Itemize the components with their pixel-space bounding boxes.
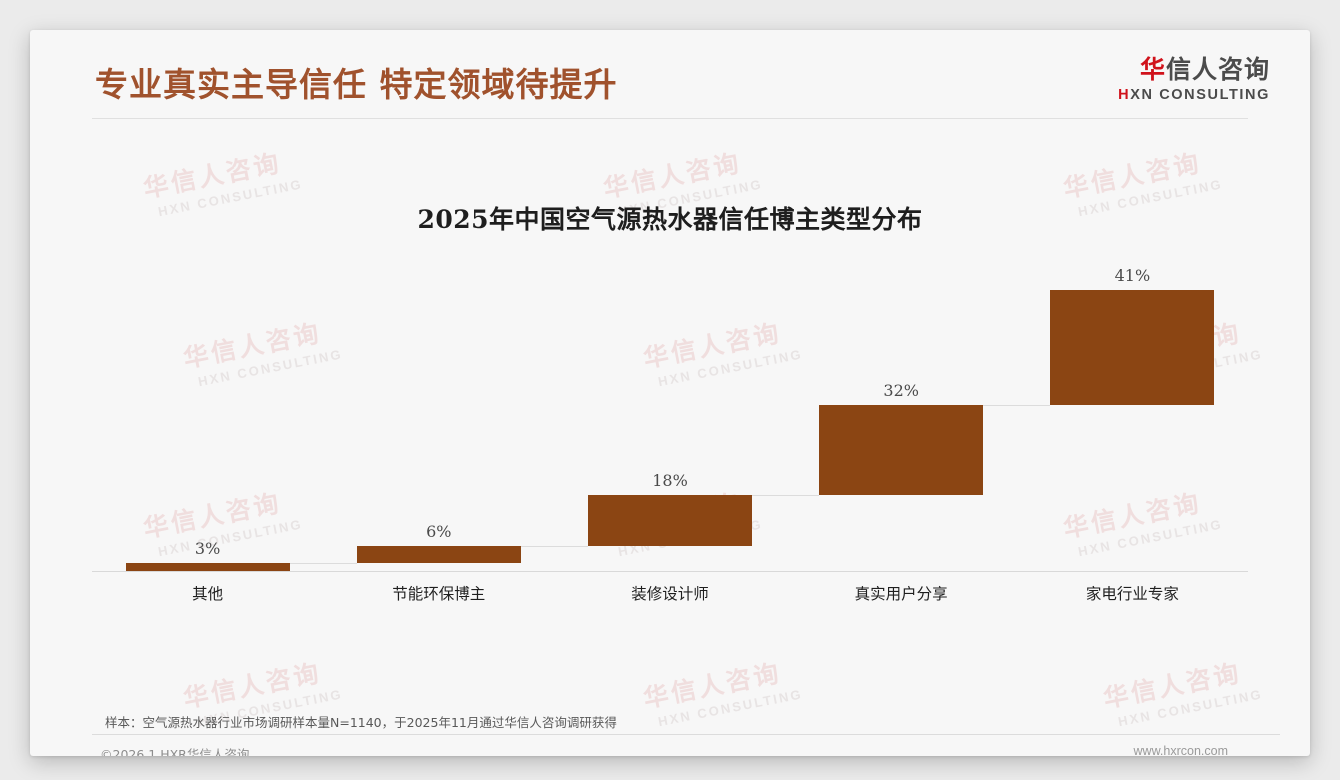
footer-divider (92, 734, 1280, 735)
waterfall-connector (983, 405, 1051, 407)
chart-bar[interactable] (356, 545, 521, 563)
logo-cn-rest: 信人咨询 (1165, 55, 1270, 84)
chart-bar[interactable] (125, 562, 290, 571)
waterfall-connector (752, 495, 820, 497)
slide-header: 专业真实主导信任 特定领域待提升 华信人咨询 HXN CONSULTING (30, 30, 1310, 122)
company-logo: 华信人咨询 HXN CONSULTING (1118, 56, 1270, 104)
watermark-chinese: 华信人咨询 (600, 148, 744, 204)
watermark-english: HXN CONSULTING (1116, 686, 1264, 730)
waterfall-connector (289, 562, 357, 564)
logo-english: HXN CONSULTING (1118, 87, 1270, 104)
watermark-chinese: 华信人咨询 (640, 658, 784, 714)
logo-cn-accent: 华 (1139, 55, 1166, 84)
bar-value-label: 18% (652, 471, 688, 491)
x-axis-label: 真实用户分享 (854, 585, 948, 603)
chart-bar[interactable] (588, 495, 752, 546)
waterfall-connector (520, 545, 588, 547)
x-axis-line (92, 571, 1248, 572)
chart-title: 2025年中国空气源热水器信任博主类型分布 (417, 205, 923, 234)
x-axis-label: 家电行业专家 (1085, 585, 1179, 603)
logo-en-accent: H (1118, 86, 1131, 103)
x-axis-label: 节能环保博主 (392, 585, 486, 603)
slide: 华信人咨询 HXN CONSULTING 华信人咨询 HXN CONSULTING 华信… (30, 30, 1310, 756)
page-title: 专业真实主导信任 特定领域待提升 (95, 65, 618, 104)
bar-value-label: 41% (1114, 266, 1151, 285)
header-divider (92, 118, 1248, 119)
watermark-english: HXN CONSULTING (656, 686, 804, 730)
logo-chinese: 华信人咨询 (1118, 56, 1270, 84)
bar-value-label: 3% (194, 538, 221, 558)
source-footnote: 样本：空气源热水器行业市场调研样本量N=1140，于2025年11月通过华信人咨… (105, 715, 617, 730)
watermark-chinese: 华信人咨询 (180, 658, 324, 714)
chart-bar[interactable] (1050, 290, 1215, 406)
bar-value-label: 6% (426, 521, 452, 541)
watermark-chinese: 华信人咨询 (1060, 148, 1204, 204)
bar-value-label: 32% (883, 381, 919, 401)
website-url: www.hxrcon.com (1133, 744, 1228, 756)
logo-en-rest: XN CONSULTING (1130, 86, 1270, 103)
x-axis-label: 其他 (192, 585, 224, 603)
x-axis-category-labels: 其他 节能环保博主 装修设计师 真实用户分享 家电行业专家 (92, 582, 1248, 612)
copyright-text: ©2026.1 HXR华信人咨询 (100, 747, 250, 756)
x-axis-label: 装修设计师 (631, 585, 709, 603)
chart-plot-area: 3% 6% 18% 32% 41% (92, 260, 1248, 572)
watermark-chinese: 华信人咨询 (140, 148, 284, 204)
chart-bar[interactable] (819, 405, 984, 496)
watermark-chinese: 华信人咨询 (1100, 658, 1244, 714)
